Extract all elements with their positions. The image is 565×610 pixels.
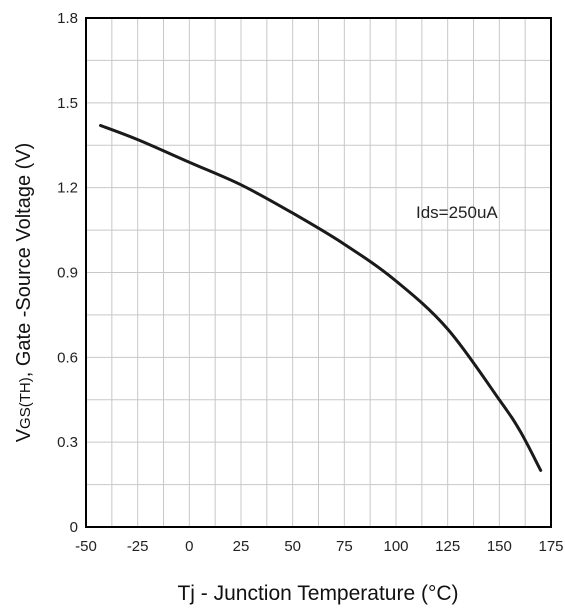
x-tick-label: 125 [435, 538, 460, 555]
y-tick-label: 0.3 [57, 434, 78, 451]
x-tick-label: 0 [185, 538, 193, 555]
y-tick-label: 0 [70, 519, 78, 536]
y-axis-title-suffix: , Gate -Source Voltage (V) [13, 143, 35, 378]
y-tick-labels: 0 0.3 0.6 0.9 1.2 1.5 1.8 [57, 10, 78, 536]
y-tick-label: 1.2 [57, 180, 78, 197]
x-tick-label: 75 [336, 538, 353, 555]
y-axis-title-subscript: GS(TH) [17, 377, 34, 429]
y-tick-label: 1.5 [57, 95, 78, 112]
x-tick-label: -50 [75, 538, 97, 555]
x-tick-label: 25 [233, 538, 250, 555]
y-tick-label: 0.6 [57, 349, 78, 366]
y-tick-label: 1.8 [57, 10, 78, 27]
x-tick-label: 150 [487, 538, 512, 555]
x-tick-label: 100 [383, 538, 408, 555]
y-tick-label: 0.9 [57, 265, 78, 282]
x-tick-label: 50 [284, 538, 301, 555]
x-tick-label: -25 [127, 538, 149, 555]
series-line [99, 124, 543, 472]
x-tick-label: 175 [538, 538, 563, 555]
y-axis-title: VGS(TH), Gate -Source Voltage (V) [13, 143, 35, 443]
plot-frame [85, 17, 552, 528]
condition-annotation: Ids=250uA [416, 203, 498, 222]
x-axis-title: Tj - Junction Temperature (°C) [177, 582, 458, 605]
y-axis-title-prefix: V [13, 428, 35, 442]
x-tick-labels: -50 -25 0 25 50 75 100 125 150 175 [75, 538, 563, 555]
grid [86, 18, 551, 527]
